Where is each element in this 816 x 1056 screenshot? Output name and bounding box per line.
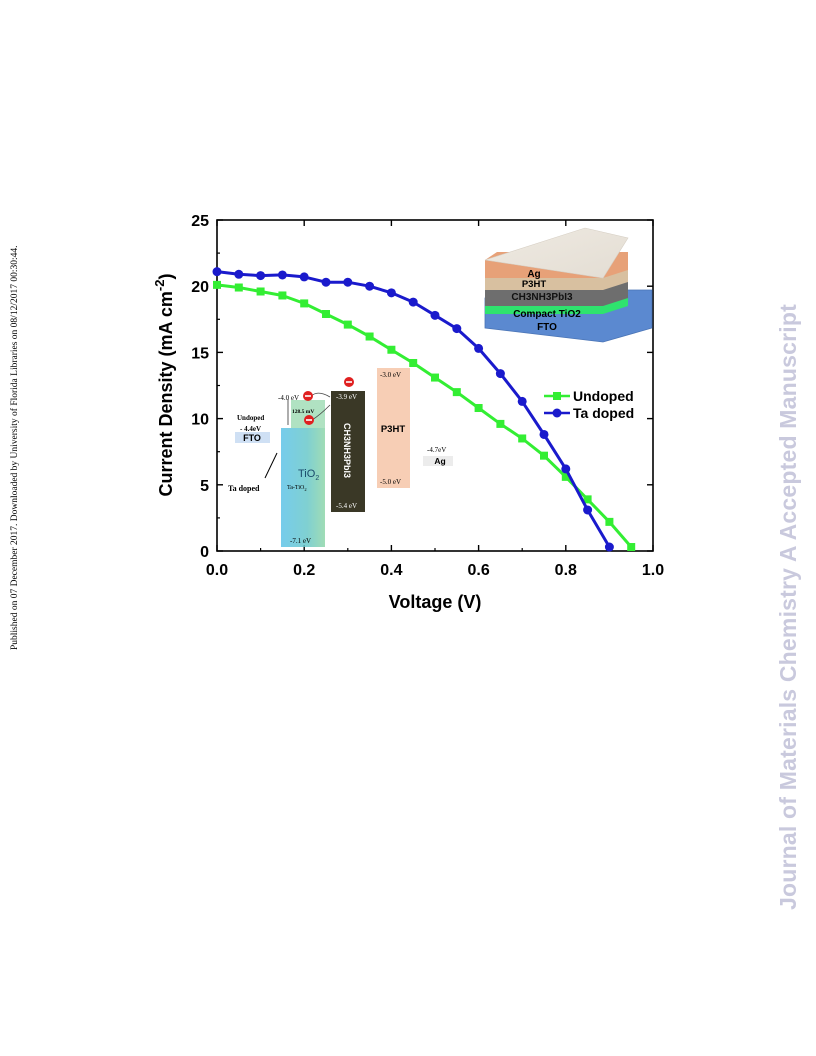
y-tick-label: 10 [191, 412, 209, 429]
data-point-ta-doped [604, 542, 614, 552]
data-point-undoped [431, 373, 439, 382]
legend-ta-doped-marker [552, 408, 562, 418]
stack-label-ag: Ag [527, 269, 540, 280]
ag-level-label: Ag [434, 456, 445, 466]
ag-level [423, 456, 453, 466]
stack-label-fto: FTO [537, 322, 557, 333]
fto-wf-label: - 4.4eV [240, 425, 261, 433]
data-point-ta-doped [583, 505, 593, 515]
data-point-undoped [583, 495, 592, 504]
data-point-undoped [322, 310, 330, 319]
data-point-ta-doped [234, 269, 244, 279]
x-tick-label: 0.4 [380, 562, 402, 579]
p3ht-lumo-label: -3.0 eV [380, 371, 401, 379]
x-tick-label: 0.8 [555, 562, 577, 579]
data-point-ta-doped [299, 272, 309, 282]
offset-label: 128.5 mV [292, 409, 314, 415]
data-point-ta-doped [277, 270, 287, 280]
data-point-undoped [474, 404, 483, 413]
y-tick-label: 20 [191, 279, 209, 296]
data-point-undoped [234, 283, 243, 292]
data-point-undoped [213, 280, 221, 289]
data-point-undoped [256, 287, 265, 296]
tio2-label: TiO2 [298, 468, 319, 482]
data-point-undoped [409, 358, 418, 367]
data-point-ta-doped [452, 324, 462, 334]
stack-label-compact-tio2: Compact TiO2 [513, 309, 581, 320]
data-point-ta-doped [256, 271, 266, 281]
data-point-undoped [561, 472, 570, 481]
data-point-undoped [540, 451, 548, 460]
pero-vb-label: -5.4 eV [336, 502, 357, 510]
y-axis: 0 5 10 15 20 25 [191, 213, 653, 561]
tio2-cb-label: -4.0 eV [278, 394, 299, 402]
ag-wf-label: -4.7eV [427, 446, 446, 454]
p3ht-band [377, 368, 410, 488]
data-point-undoped [300, 299, 309, 308]
y-axis-label: Current Density (mA cm-2) [152, 274, 176, 497]
ta-doped-arrow [264, 452, 278, 479]
data-point-undoped [365, 332, 374, 341]
data-point-undoped [343, 320, 352, 329]
data-point-ta-doped [495, 369, 505, 379]
data-point-undoped [496, 419, 505, 428]
band-diagram-inset: -4.0 eV 128.5 mV Undoped - 4.4eV FTO Ta … [228, 368, 453, 547]
y-tick-label: 0 [200, 544, 209, 561]
data-point-undoped [605, 517, 614, 526]
x-axis: 0.0 0.2 0.4 0.6 0.8 1.0 [206, 220, 664, 579]
device-stack-inset: Ag P3HT CH3NH3PbI3 Compact TiO2 FTO [484, 227, 653, 343]
x-tick-label: 1.0 [642, 562, 664, 579]
x-tick-label: 0.6 [467, 562, 489, 579]
data-point-undoped [452, 388, 461, 397]
tio2-band [281, 428, 325, 547]
data-point-ta-doped [212, 267, 222, 277]
fto-level [235, 432, 270, 443]
x-axis-label: Voltage (V) [389, 592, 482, 612]
pero-cb-label: -3.9 eV [336, 393, 357, 401]
y-tick-label: 25 [191, 213, 209, 230]
legend-undoped-marker [553, 392, 561, 400]
data-point-undoped [518, 434, 527, 443]
data-point-ta-doped [539, 429, 549, 439]
data-point-ta-doped [561, 464, 571, 474]
p3ht-homo-label: -5.0 eV [380, 478, 401, 486]
data-point-ta-doped [321, 277, 331, 287]
data-point-undoped [627, 543, 636, 552]
ta-doped-label: Ta doped [228, 484, 260, 493]
series-layer [212, 267, 636, 552]
legend-ta-doped-label: Ta doped [573, 405, 634, 421]
perovskite-band [331, 391, 365, 512]
y-tick-label: 5 [200, 478, 209, 495]
x-tick-label: 0.2 [293, 562, 315, 579]
stack-label-perovskite: CH3NH3PbI3 [511, 292, 573, 303]
legend-undoped-label: Undoped [573, 388, 634, 404]
data-point-ta-doped [365, 281, 375, 291]
p3ht-band-label: P3HT [381, 424, 405, 435]
data-point-ta-doped [517, 396, 527, 406]
y-tick-label: 15 [191, 345, 209, 362]
data-point-undoped [387, 345, 396, 354]
fto-band-label: FTO [243, 433, 261, 443]
data-point-ta-doped [343, 277, 353, 287]
data-point-ta-doped [430, 310, 440, 320]
data-point-ta-doped [386, 288, 396, 298]
ta-tio2-label: Ta-TiO2 [287, 485, 307, 492]
stack-label-p3ht: P3HT [522, 279, 546, 290]
data-point-ta-doped [408, 297, 418, 307]
x-tick-label: 0.0 [206, 562, 228, 579]
undoped-label: Undoped [237, 414, 264, 422]
pero-name-label: CH3NH3PbI3 [342, 423, 352, 478]
data-point-undoped [278, 291, 287, 300]
tio2-vb-label: -7.1 eV [290, 537, 311, 545]
legend: Undoped Ta doped [544, 388, 634, 421]
ag-layer [484, 227, 629, 279]
data-point-ta-doped [474, 343, 484, 353]
